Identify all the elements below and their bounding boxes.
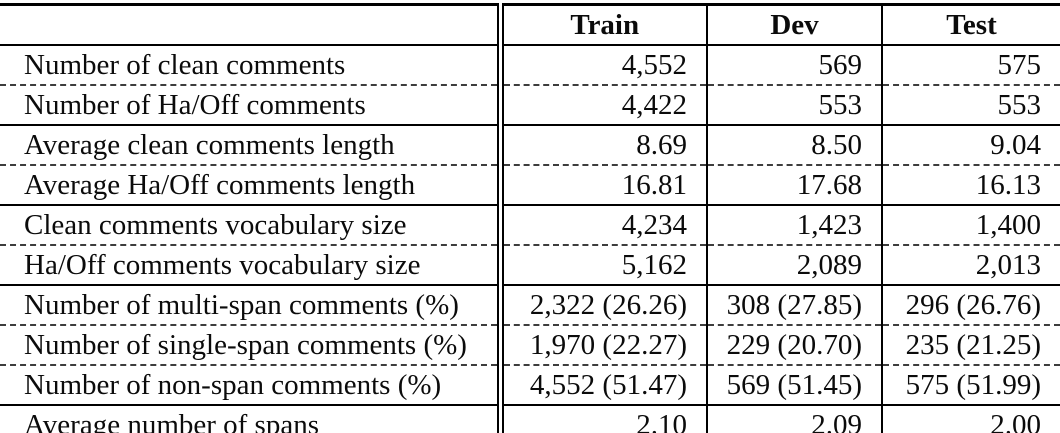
- row-label: Average clean comments length: [0, 125, 500, 166]
- table-row: Clean comments vocabulary size 4,234 1,4…: [0, 205, 1060, 246]
- row-label: Number of clean comments: [0, 45, 500, 86]
- col-header-test: Test: [881, 3, 1060, 46]
- table-row: Number of multi-span comments (%) 2,322 …: [0, 285, 1060, 326]
- cell-test: 296 (26.76): [881, 285, 1060, 326]
- header-empty-cell: [0, 3, 500, 46]
- row-label: Number of multi-span comments (%): [0, 285, 500, 326]
- col-header-dev: Dev: [706, 3, 882, 46]
- header-row: Train Dev Test: [0, 3, 1060, 46]
- table-row: Average clean comments length 8.69 8.50 …: [0, 125, 1060, 166]
- cell-test: 575: [881, 45, 1060, 86]
- col-header-train: Train: [496, 3, 707, 46]
- table-row: Ha/Off comments vocabulary size 5,162 2,…: [0, 245, 1060, 286]
- table-row: Average number of spans 2.10 2.09 2.00: [0, 405, 1060, 433]
- table-row: Average Ha/Off comments length 16.81 17.…: [0, 165, 1060, 206]
- cell-train: 1,970 (22.27): [496, 325, 707, 366]
- cell-test: 9.04: [881, 125, 1060, 166]
- cell-test: 16.13: [881, 165, 1060, 206]
- row-label: Average number of spans: [0, 405, 500, 433]
- cell-train: 2.10: [496, 405, 707, 433]
- row-label: Clean comments vocabulary size: [0, 205, 500, 246]
- cell-train: 4,422: [496, 85, 707, 126]
- cell-test: 2.00: [881, 405, 1060, 433]
- row-label: Average Ha/Off comments length: [0, 165, 500, 206]
- cell-dev: 553: [706, 85, 882, 126]
- table-row: Number of Ha/Off comments 4,422 553 553: [0, 85, 1060, 126]
- cell-test: 575 (51.99): [881, 365, 1060, 406]
- cell-train: 16.81: [496, 165, 707, 206]
- cell-train: 4,552 (51.47): [496, 365, 707, 406]
- cell-dev: 2,089: [706, 245, 882, 286]
- cell-dev: 8.50: [706, 125, 882, 166]
- cell-dev: 308 (27.85): [706, 285, 882, 326]
- row-label: Number of non-span comments (%): [0, 365, 500, 406]
- cell-dev: 2.09: [706, 405, 882, 433]
- table-row: Number of single-span comments (%) 1,970…: [0, 325, 1060, 366]
- row-label: Number of Ha/Off comments: [0, 85, 500, 126]
- cell-train: 5,162: [496, 245, 707, 286]
- cell-test: 2,013: [881, 245, 1060, 286]
- cell-test: 1,400: [881, 205, 1060, 246]
- cell-dev: 1,423: [706, 205, 882, 246]
- row-label: Number of single-span comments (%): [0, 325, 500, 366]
- cell-train: 2,322 (26.26): [496, 285, 707, 326]
- row-label: Ha/Off comments vocabulary size: [0, 245, 500, 286]
- cell-dev: 229 (20.70): [706, 325, 882, 366]
- cell-train: 8.69: [496, 125, 707, 166]
- cell-train: 4,552: [496, 45, 707, 86]
- cell-train: 4,234: [496, 205, 707, 246]
- cell-dev: 569: [706, 45, 882, 86]
- dataset-statistics-table: Train Dev Test Number of clean comments …: [0, 3, 1060, 433]
- table-row: Number of non-span comments (%) 4,552 (5…: [0, 365, 1060, 406]
- table-row: Number of clean comments 4,552 569 575: [0, 45, 1060, 86]
- cell-dev: 17.68: [706, 165, 882, 206]
- cell-test: 235 (21.25): [881, 325, 1060, 366]
- cell-test: 553: [881, 85, 1060, 126]
- cell-dev: 569 (51.45): [706, 365, 882, 406]
